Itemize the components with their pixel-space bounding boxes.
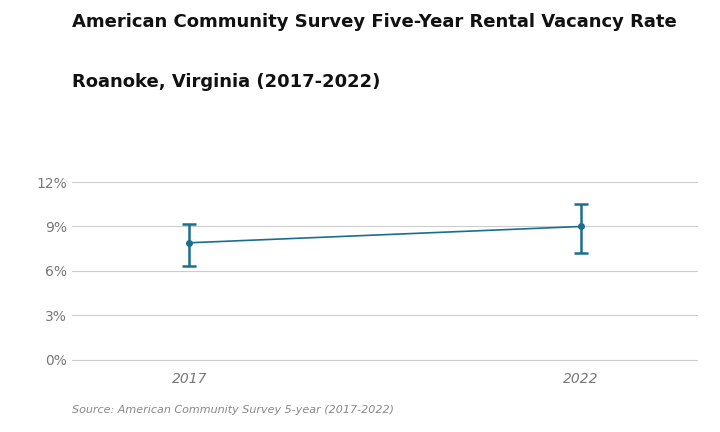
- Text: Roanoke, Virginia (2017-2022): Roanoke, Virginia (2017-2022): [72, 73, 380, 92]
- Text: Source: American Community Survey 5-year (2017-2022): Source: American Community Survey 5-year…: [72, 405, 394, 415]
- Text: American Community Survey Five-Year Rental Vacancy Rate: American Community Survey Five-Year Rent…: [72, 13, 677, 31]
